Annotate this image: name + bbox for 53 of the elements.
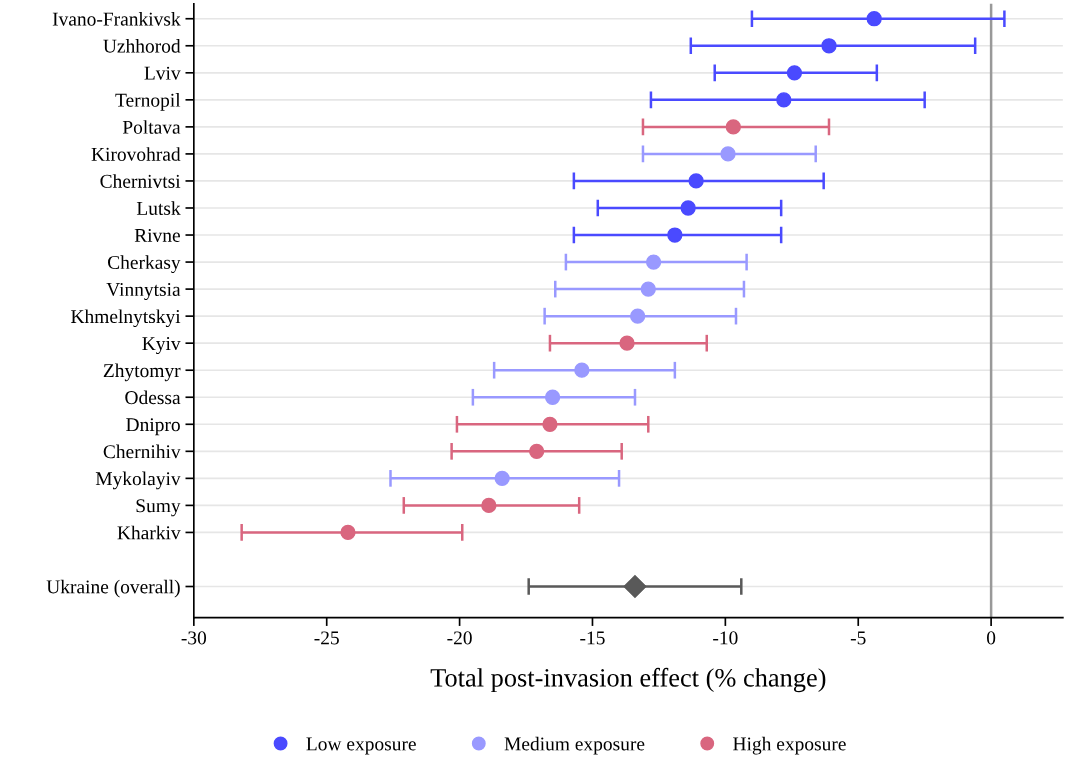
y-tick-label: Uzhhorod: [103, 39, 181, 53]
y-tick-label: Mykolayiv: [95, 471, 181, 490]
point: [667, 227, 683, 243]
point: [725, 119, 741, 135]
y-tick-label: Chernihiv: [103, 444, 181, 459]
point: [623, 575, 647, 599]
point: [786, 65, 803, 81]
x-tick-label: 0: [986, 631, 996, 645]
point: [630, 308, 646, 324]
y-tick-label: Lviv: [144, 66, 181, 80]
y-tick-label: Ternopil: [115, 93, 181, 111]
point: [680, 200, 696, 216]
y-tick-label: Poltava: [122, 120, 181, 134]
y-tick-label: Kharkiv: [117, 525, 181, 540]
y-tick-label: Ukraine (overall): [46, 579, 180, 598]
y-tick-label: Rivne: [134, 228, 180, 242]
legend-label: High exposure: [733, 736, 846, 755]
point: [494, 470, 510, 486]
x-tick-label: -30: [181, 631, 207, 645]
x-tick-label: -10: [713, 631, 738, 645]
point: [645, 254, 662, 270]
point: [542, 416, 558, 432]
point: [544, 389, 561, 405]
x-tick-label: -25: [314, 631, 339, 645]
point: [688, 173, 704, 189]
legend-label: Low exposure: [306, 737, 416, 755]
point: [776, 92, 792, 108]
point: [574, 362, 590, 378]
y-tick-label: Dnipro: [126, 418, 180, 436]
y-tick-label: Kyiv: [142, 337, 181, 355]
y-tick-label: Odessa: [125, 390, 181, 405]
y-tick-label: Sumy: [136, 499, 181, 517]
point: [821, 38, 837, 54]
y-tick-label: Khmelnytskyi: [71, 309, 181, 328]
x-tick-label: -20: [447, 631, 472, 645]
y-tick-label: Lutsk: [136, 201, 181, 215]
y-tick-label: Cherkasy: [107, 255, 181, 274]
y-tick-label: Chernivtsi: [100, 174, 181, 188]
legend-label: Medium exposure: [504, 736, 645, 755]
y-tick-label: Zhytomyr: [103, 363, 181, 382]
y-tick-label: Vinnytsia: [106, 282, 181, 301]
x-tick-label: -15: [580, 631, 605, 645]
y-tick-label: Kirovohrad: [91, 147, 181, 161]
point: [640, 281, 656, 297]
point: [340, 524, 356, 541]
point: [529, 443, 545, 459]
point: [481, 497, 497, 514]
x-axis-title: Total post-invasion effect (% change): [430, 667, 826, 693]
point: [866, 11, 882, 27]
y-tick-label: Ivano-Frankivsk: [52, 11, 181, 26]
point: [720, 146, 736, 162]
x-tick-label: -5: [850, 631, 866, 645]
point: [619, 335, 635, 351]
